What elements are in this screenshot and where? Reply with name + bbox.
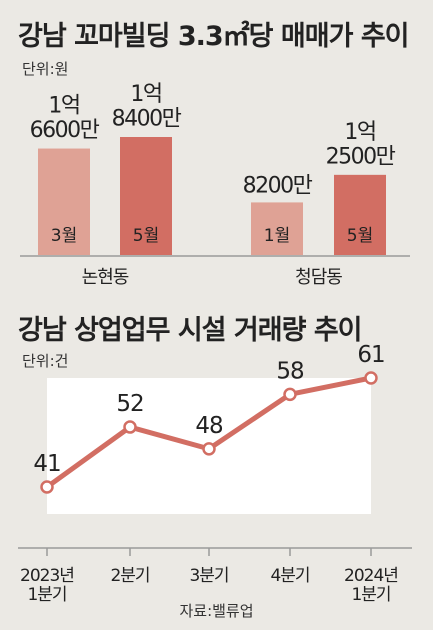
line-value-label: 52 — [116, 391, 143, 417]
x-tick-label: 2023년 1분기 — [20, 566, 74, 605]
line-value-label: 48 — [195, 413, 223, 439]
line-point — [283, 387, 297, 402]
line-value-label: 41 — [33, 451, 60, 477]
bar-chart-unit: 단위:원 — [22, 60, 69, 78]
bar-inner-label: 1월 — [264, 226, 290, 246]
line-point — [202, 442, 216, 456]
bar-0-1 — [120, 137, 172, 255]
line-value-label: 61 — [357, 342, 384, 368]
bar-chart-title: 강남 꼬마빌딩 3.3㎡당 매매가 추이 — [18, 21, 410, 52]
bar-inner-label: 3월 — [51, 226, 77, 246]
bar-value-label: 1억 8400만 — [112, 82, 182, 132]
line-point — [40, 480, 54, 494]
bar-category-label: 청담동 — [295, 267, 342, 288]
bar-1-1 — [334, 174, 386, 255]
bar-inner-label: 5월 — [133, 226, 159, 246]
bar-1-0 — [251, 202, 303, 255]
line-point — [123, 420, 137, 434]
bar-0-0 — [38, 148, 90, 255]
bar-category-label: 논현동 — [82, 267, 129, 288]
x-tick-label: 3분기 — [189, 566, 228, 586]
bar-value-label: 1억 6600만 — [30, 94, 100, 144]
x-tick-label: 4분기 — [270, 566, 309, 586]
line-point — [364, 371, 378, 385]
line-chart-title: 강남 상업업무 시설 거래량 추이 — [18, 315, 363, 346]
line-chart-unit: 단위:건 — [22, 352, 69, 370]
x-tick-label: 2분기 — [110, 566, 149, 586]
bar-value-label: 1억 2500만 — [326, 120, 396, 170]
bar-value-label: 8200만 — [243, 173, 313, 198]
x-tick-label: 2024년 1분기 — [344, 566, 398, 605]
line-value-label: 58 — [276, 358, 304, 384]
bar-inner-label: 5월 — [347, 226, 373, 246]
source-note: 자료:밸류업 — [179, 602, 254, 620]
